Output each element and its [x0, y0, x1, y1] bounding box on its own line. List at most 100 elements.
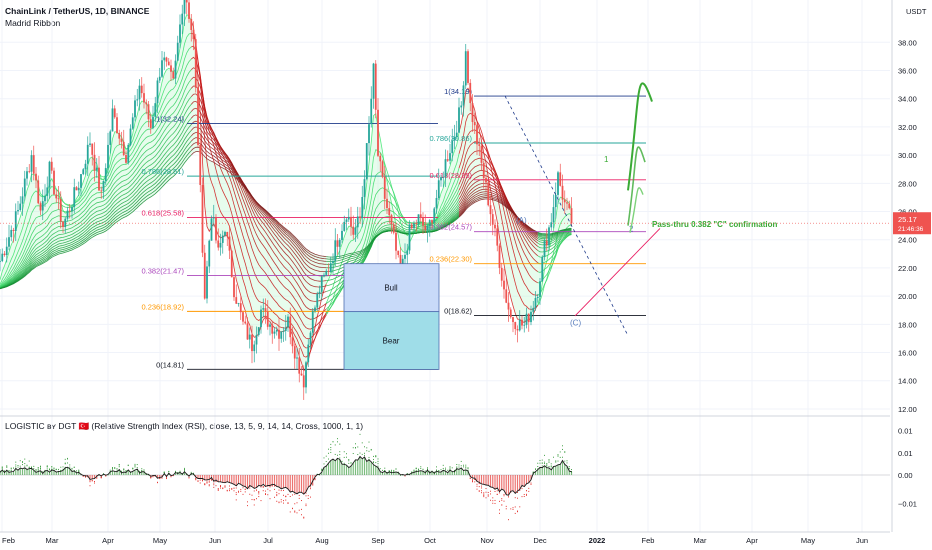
- ribbon-line: [537, 196, 572, 306]
- candle-body: [107, 144, 109, 169]
- candle-body: [473, 122, 476, 126]
- candle-body: [332, 260, 334, 264]
- osc-dot: [229, 490, 230, 492]
- osc-dot: [287, 502, 289, 504]
- osc-dot: [10, 467, 12, 469]
- candle-body: [451, 140, 454, 154]
- fib-right-label: 1(34.19): [444, 87, 472, 96]
- candle-body: [217, 240, 220, 248]
- candle-body: [449, 153, 451, 161]
- candle-body: [485, 178, 487, 183]
- ribbon-line: [0, 32, 192, 285]
- osc-dot: [190, 471, 192, 473]
- candle-body: [496, 228, 499, 246]
- candle-body: [482, 162, 485, 179]
- osc-dot: [328, 458, 329, 460]
- osc-dot: [343, 462, 345, 464]
- osc-dot: [51, 469, 53, 471]
- candle-body: [422, 217, 424, 226]
- candle-body: [226, 231, 229, 237]
- osc-dot: [415, 468, 417, 470]
- osc-dot: [305, 505, 307, 507]
- candle-body: [235, 297, 238, 304]
- osc-dot: [330, 451, 332, 453]
- osc-dot: [28, 460, 30, 462]
- candle-body: [208, 240, 211, 267]
- osc-dot: [244, 488, 246, 490]
- ribbon-line: [458, 186, 539, 240]
- fib-right-label: 0(18.62): [444, 307, 472, 316]
- price-tick-label: 16.00: [898, 349, 917, 358]
- osc-dot: [287, 493, 289, 495]
- osc-dot: [265, 494, 266, 496]
- osc-dot: [78, 470, 80, 472]
- time-tick-label: Sep: [371, 536, 384, 545]
- osc-dot: [490, 490, 491, 492]
- osc-dot: [40, 467, 41, 469]
- ribbon-line: [458, 198, 538, 233]
- candle-body: [327, 270, 330, 272]
- candle-body: [242, 312, 244, 322]
- osc-dot: [217, 488, 219, 490]
- osc-dot: [1, 468, 3, 470]
- osc-dot: [91, 480, 93, 482]
- osc-dot: [206, 481, 208, 483]
- price-tick-label: 22.00: [898, 264, 917, 273]
- candle-body: [440, 177, 442, 181]
- candle-body: [158, 76, 161, 81]
- candle-body: [244, 321, 247, 324]
- candle-body: [179, 24, 181, 43]
- osc-dot: [26, 464, 28, 466]
- candle-body: [59, 199, 62, 222]
- osc-dot: [197, 480, 199, 482]
- osc-dot: [40, 465, 41, 467]
- candle-body: [491, 214, 494, 225]
- osc-dot: [420, 467, 422, 469]
- osc-dot: [440, 469, 442, 471]
- candle-body: [113, 108, 116, 118]
- candle-body: [397, 250, 400, 255]
- time-tick-label: Jun: [209, 536, 221, 545]
- osc-dot: [235, 499, 237, 501]
- osc-dot: [386, 471, 388, 473]
- ribbon-line: [458, 174, 539, 247]
- candle-body: [424, 225, 427, 231]
- candle-body: [388, 208, 391, 216]
- candle-body: [413, 223, 415, 229]
- osc-dot: [202, 479, 203, 481]
- ribbon-line: [191, 45, 327, 349]
- osc-dot: [526, 494, 527, 496]
- osc-dot: [64, 466, 66, 468]
- osc-dot: [22, 461, 23, 463]
- candle-body: [53, 170, 55, 195]
- price-tick-label: 28.00: [898, 179, 917, 188]
- osc-dot: [220, 487, 221, 489]
- candle-body: [314, 307, 316, 312]
- current-price-label: 25.17: [898, 215, 917, 224]
- candle-body: [415, 223, 418, 224]
- candle-body: [149, 119, 152, 128]
- osc-dot: [544, 461, 545, 463]
- osc-dot: [112, 468, 113, 470]
- osc-dot: [217, 489, 219, 491]
- osc-dot: [121, 471, 122, 473]
- osc-dot: [274, 488, 275, 490]
- osc-dot: [523, 495, 525, 497]
- osc-dot: [233, 490, 235, 492]
- ribbon-line: [191, 137, 327, 265]
- osc-dot: [28, 466, 30, 468]
- time-tick-label: Jul: [263, 536, 273, 545]
- bear-zone-label: Bear: [383, 337, 400, 346]
- bear-zone: [343, 311, 440, 370]
- osc-dot: [159, 478, 161, 480]
- osc-dot: [571, 469, 572, 471]
- osc-dot: [465, 467, 467, 469]
- candle-body: [383, 176, 386, 199]
- osc-dot: [537, 468, 539, 470]
- osc-dot: [352, 452, 354, 454]
- osc-dot: [521, 488, 523, 490]
- osc-dot: [307, 495, 309, 497]
- osc-dot: [449, 466, 451, 468]
- osc-dot: [118, 466, 120, 468]
